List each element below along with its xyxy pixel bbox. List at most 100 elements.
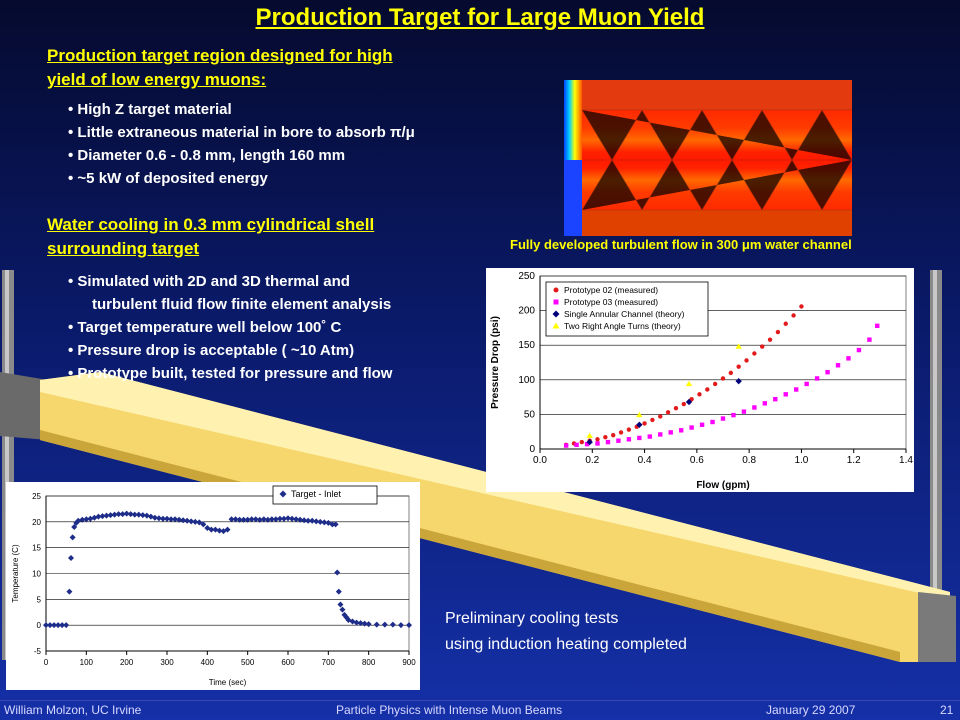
data-point bbox=[673, 405, 679, 411]
data-point bbox=[603, 435, 608, 440]
legend-entry: Prototype 03 (measured) bbox=[564, 297, 658, 307]
data-point bbox=[697, 392, 702, 397]
data-point bbox=[678, 428, 684, 433]
data-point bbox=[783, 321, 788, 326]
data-point bbox=[164, 515, 170, 522]
y-tick-label: 250 bbox=[518, 271, 535, 282]
x-tick-label: 0.4 bbox=[638, 455, 652, 466]
data-point bbox=[365, 621, 372, 628]
data-point bbox=[279, 490, 287, 498]
data-point bbox=[107, 512, 114, 519]
legend-entry: Prototype 02 (measured) bbox=[564, 285, 658, 295]
section-heading-cooling: Water cooling in 0.3 mm cylindrical shel… bbox=[47, 213, 374, 261]
chart-legend: Prototype 02 (measured) Prototype 03 (mea… bbox=[545, 281, 709, 337]
target-rod bbox=[40, 372, 950, 662]
legend-box bbox=[545, 281, 709, 337]
data-point bbox=[224, 526, 231, 533]
data-point bbox=[83, 516, 90, 523]
data-point bbox=[248, 516, 255, 523]
data-point bbox=[760, 344, 765, 349]
data-point bbox=[584, 441, 590, 447]
data-point bbox=[762, 401, 768, 406]
data-point bbox=[574, 442, 579, 448]
data-point bbox=[767, 337, 773, 342]
data-point bbox=[705, 387, 710, 392]
data-point bbox=[240, 516, 247, 523]
data-point bbox=[867, 337, 872, 342]
data-point bbox=[712, 381, 718, 387]
bullet-text: Simulated with 2D and 3D thermal and bbox=[77, 273, 350, 290]
data-point bbox=[313, 518, 320, 525]
x-tick-label: 1.0 bbox=[794, 455, 808, 466]
data-point bbox=[846, 356, 851, 361]
y-tick-label: 10 bbox=[32, 570, 41, 579]
data-point bbox=[176, 516, 183, 523]
chart-legend: Target - Inlet bbox=[272, 485, 378, 505]
data-point bbox=[143, 512, 150, 519]
footer-date: January 29 2007 bbox=[766, 703, 856, 717]
data-point bbox=[71, 524, 78, 530]
legend-entry: Target - Inlet bbox=[291, 489, 342, 499]
heading-line: yield of low energy muons: bbox=[47, 70, 267, 89]
y-tick-label: 15 bbox=[32, 544, 41, 553]
data-point bbox=[799, 304, 804, 309]
x-tick-label: 500 bbox=[241, 658, 255, 667]
data-point bbox=[272, 516, 279, 523]
y-tick-label: 200 bbox=[518, 306, 535, 317]
flow-image-caption: Fully developed turbulent flow in 300 μm… bbox=[510, 237, 852, 252]
data-point bbox=[710, 419, 715, 425]
data-point bbox=[232, 516, 239, 523]
data-point bbox=[595, 441, 600, 446]
data-point bbox=[301, 517, 308, 524]
data-point bbox=[791, 313, 796, 318]
data-point bbox=[135, 511, 142, 518]
footer-bar bbox=[0, 700, 960, 701]
x-tick-label: 0 bbox=[44, 658, 49, 667]
data-point bbox=[99, 513, 106, 520]
data-point bbox=[66, 588, 73, 595]
bullet-item: Simulated with 2D and 3D thermal and turb… bbox=[62, 270, 392, 316]
data-point bbox=[586, 432, 593, 439]
series-prototype-03-measured- bbox=[563, 323, 880, 448]
data-point bbox=[147, 513, 154, 520]
x-tick-label: 200 bbox=[120, 658, 134, 667]
cooling-bullet-list: Simulated with 2D and 3D thermal and turb… bbox=[62, 270, 392, 385]
data-point bbox=[289, 515, 296, 522]
data-point bbox=[794, 387, 799, 392]
data-point bbox=[553, 287, 559, 293]
data-point bbox=[626, 437, 632, 442]
data-point bbox=[75, 517, 82, 524]
data-point bbox=[196, 519, 203, 526]
x-tick-label: 800 bbox=[362, 658, 376, 667]
data-point bbox=[658, 414, 663, 419]
data-point bbox=[55, 622, 62, 629]
legend-entry: Single Annular Channel (theory) bbox=[564, 309, 685, 319]
data-point bbox=[305, 517, 312, 524]
x-tick-label: 0.8 bbox=[742, 455, 756, 466]
bullet-item: ~5 kW of deposited energy bbox=[62, 167, 415, 190]
data-point bbox=[741, 409, 747, 414]
legend-entry: Two Right Angle Turns (theory) bbox=[564, 321, 681, 331]
slide-title: Production Target for Large Muon Yield bbox=[255, 4, 705, 31]
data-point bbox=[317, 518, 324, 525]
data-point bbox=[650, 417, 655, 423]
pressure-drop-chart: 0 50 100 150 200 250 0.0 0.2 0.4 0.6 0.8 1.0 1.2 1.4 F… bbox=[490, 271, 913, 491]
data-point bbox=[192, 518, 199, 525]
data-point bbox=[783, 392, 788, 397]
data-point bbox=[111, 511, 118, 518]
y-tick-label: 50 bbox=[524, 409, 536, 420]
data-point bbox=[228, 516, 235, 523]
data-point bbox=[276, 515, 283, 522]
x-tick-label: 1.2 bbox=[847, 455, 861, 466]
x-tick-label: 300 bbox=[160, 658, 174, 667]
data-point bbox=[236, 516, 243, 523]
data-point bbox=[611, 432, 616, 438]
series-prototype-02-measured- bbox=[563, 304, 804, 448]
data-point bbox=[339, 606, 346, 613]
data-point bbox=[200, 521, 207, 528]
series-two-right-angle-turns-theory- bbox=[586, 343, 742, 439]
data-point bbox=[337, 601, 344, 608]
data-point bbox=[744, 358, 749, 363]
data-point bbox=[47, 622, 54, 629]
